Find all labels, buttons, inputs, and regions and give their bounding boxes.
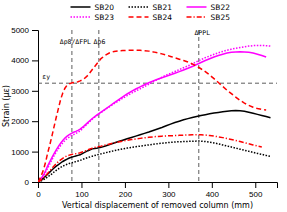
tick-label: 4000 — [11, 56, 29, 65]
marks — [38, 30, 277, 182]
legend-item: SB21 — [129, 3, 173, 12]
legend-swatch — [71, 6, 91, 8]
plot: 0100200300400500010002000300040005000Δp8… — [11, 26, 277, 199]
tick-mark — [32, 30, 38, 31]
tick-label: 0 — [25, 178, 30, 187]
legend-label: SB20 — [95, 3, 115, 12]
tick-label: 100 — [75, 190, 89, 199]
legend-item: SB20 — [71, 3, 115, 12]
reference-line — [71, 30, 72, 182]
tick-mark — [168, 182, 169, 188]
legend-item: SB25 — [187, 13, 231, 22]
legend-swatch — [187, 16, 207, 18]
tick: 200 — [119, 182, 133, 199]
tick-mark — [212, 182, 213, 188]
legend-label: SB21 — [153, 3, 173, 12]
tick-mark — [32, 60, 38, 61]
series-line — [38, 50, 266, 182]
annotation: εy — [42, 73, 50, 81]
tick: 3000 — [11, 87, 38, 96]
reference-line — [198, 30, 199, 182]
legend-item: SB22 — [187, 3, 231, 12]
tick-label: 500 — [249, 190, 263, 199]
tick: 300 — [162, 182, 176, 199]
chart: 0100200300400500010002000300040005000Δp8… — [0, 0, 287, 212]
tick-mark — [32, 91, 38, 92]
tick: 400 — [206, 182, 220, 199]
tick: 4000 — [11, 56, 38, 65]
tick-label: 0 — [36, 190, 41, 199]
legend-label: SB22 — [211, 3, 231, 12]
tick-mark — [81, 182, 82, 188]
legend-swatch — [187, 6, 207, 8]
tick-label: 400 — [206, 190, 220, 199]
annotation: Δp6 — [94, 38, 106, 46]
tick-label: 200 — [119, 190, 133, 199]
legend: SB20 SB21 SB22 SB23 SB24 SB25 — [71, 3, 231, 22]
tick: 2000 — [11, 117, 38, 126]
tick-label: 2000 — [11, 117, 29, 126]
tick-label: 3000 — [11, 87, 29, 96]
legend-item: SB23 — [71, 13, 115, 22]
tick-mark — [125, 182, 126, 188]
legend-label: SB24 — [153, 13, 173, 22]
annotation: Δp8/ΔFPL — [60, 38, 91, 46]
y-axis-title: Strain (με) — [2, 85, 11, 127]
legend-swatch — [71, 16, 91, 18]
tick-mark — [32, 121, 38, 122]
tick-label: 300 — [162, 190, 176, 199]
tick: 500 — [249, 182, 263, 199]
series-line — [38, 52, 266, 182]
x-axis: 0 100 200 300 400 500 — [36, 182, 277, 199]
series-line — [38, 45, 270, 182]
legend-swatch — [129, 16, 149, 18]
tick: 0 — [25, 178, 38, 187]
series-line — [38, 135, 262, 182]
legend-label: SB25 — [211, 13, 231, 22]
tick-label: 1000 — [11, 148, 29, 157]
axis-line — [32, 31, 39, 183]
tick: 1000 — [11, 148, 38, 157]
legend-label: SB23 — [95, 13, 115, 22]
x-axis-title: Vertical displacement of removed column … — [62, 201, 253, 210]
tick-label: 5000 — [11, 26, 29, 35]
tick-mark — [32, 182, 38, 183]
series-line — [38, 111, 270, 182]
tick: 5000 — [11, 26, 38, 35]
annotation: ΔPPL — [194, 29, 210, 37]
reference-line — [98, 30, 99, 182]
tick-mark — [255, 182, 256, 188]
tick: 100 — [75, 182, 89, 199]
legend-swatch — [129, 6, 149, 8]
tick: 0 — [36, 182, 41, 199]
series-line — [38, 141, 270, 182]
tick-mark — [32, 152, 38, 153]
axis-line — [39, 183, 278, 189]
y-axis: 0 1000 2000 3000 4000 5000 — [11, 26, 38, 187]
legend-item: SB24 — [129, 13, 173, 22]
